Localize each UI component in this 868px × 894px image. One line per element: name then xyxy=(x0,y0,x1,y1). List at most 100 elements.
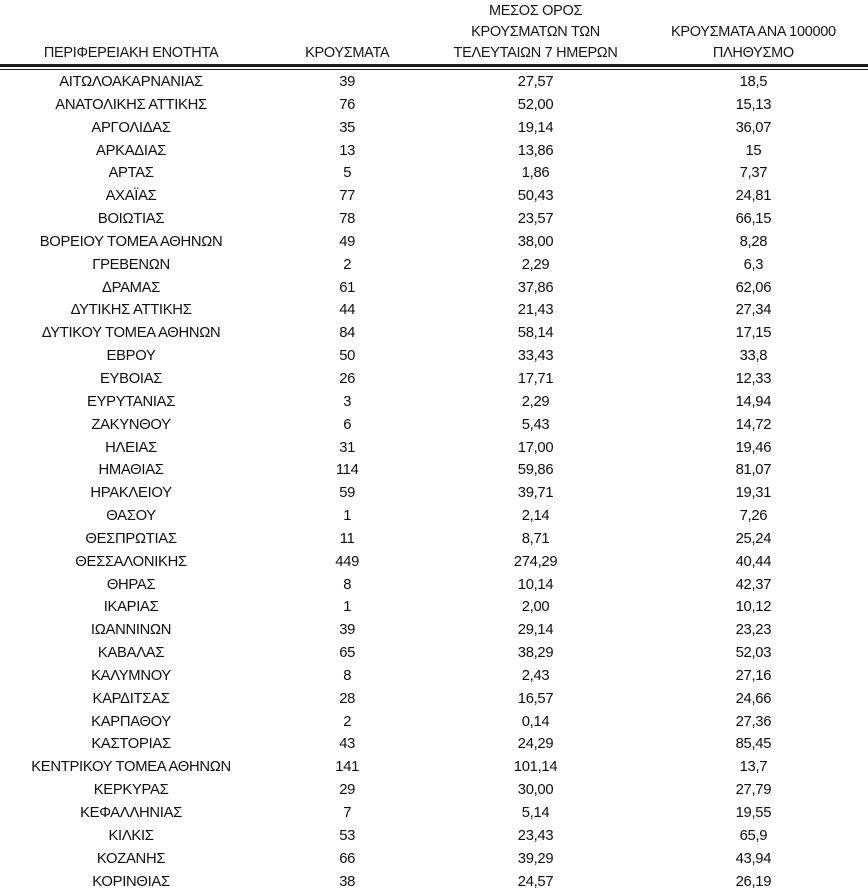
table-row: ΑΧΑΪΑΣ 77 50,43 24,81 xyxy=(0,185,868,208)
region-cell: ΚΟΡΙΝΘΙΑΣ xyxy=(92,873,170,890)
per100k-cell: 40,44 xyxy=(735,553,772,570)
per100k-cell: 62,06 xyxy=(735,279,772,296)
per100k-cell: 27,16 xyxy=(735,667,772,684)
column-header-per100k: ΚΡΟΥΣΜΑΤΑ ΑΝΑ 100000 ΠΛΗΘΥΣΜΟ xyxy=(639,22,868,64)
avg7-cell: 5,43 xyxy=(521,416,550,433)
region-cell: ΚΑΡΠΑΘΟΥ xyxy=(91,713,171,730)
avg7-cell: 1,86 xyxy=(521,165,550,182)
avg7-cell: 2,43 xyxy=(521,667,550,684)
per100k-cell: 36,07 xyxy=(735,119,772,136)
table-row: ΚΑΣΤΟΡΙΑΣ 43 24,29 85,45 xyxy=(0,733,868,756)
cases-cell: 13 xyxy=(339,142,356,159)
cases-cell: 39 xyxy=(339,622,356,639)
cases-cell: 65 xyxy=(339,645,356,662)
cases-cell: 59 xyxy=(339,485,356,502)
cases-cell: 2 xyxy=(343,256,352,273)
avg7-cell: 101,14 xyxy=(513,759,558,776)
table-row: ΔΥΤΙΚΗΣ ΑΤΤΙΚΗΣ 44 21,43 27,34 xyxy=(0,299,868,322)
per100k-cell: 17,15 xyxy=(735,325,772,342)
table-row: ΗΜΑΘΙΑΣ 114 59,86 81,07 xyxy=(0,459,868,482)
per100k-cell: 27,79 xyxy=(735,782,772,799)
region-cell: ΑΧΑΪΑΣ xyxy=(105,188,157,205)
column-header-per100k-line2: ΠΛΗΘΥΣΜΟ xyxy=(712,45,794,61)
avg7-cell: 33,43 xyxy=(517,348,554,365)
cases-cell: 114 xyxy=(335,462,359,479)
cases-cell: 8 xyxy=(343,667,352,684)
table-body: ΑΙΤΩΛΟΑΚΑΡΝΑΝΙΑΣ 39 27,57 18,5 ΑΝΑΤΟΛΙΚΗ… xyxy=(0,71,868,893)
cases-cell: 39 xyxy=(339,74,356,90)
per100k-cell: 26,19 xyxy=(735,873,772,890)
per100k-cell: 66,15 xyxy=(735,211,772,228)
per100k-cell: 43,94 xyxy=(735,850,772,867)
per100k-cell: 6,3 xyxy=(743,256,764,273)
per100k-cell: 7,37 xyxy=(739,165,768,182)
region-cell: ΚΑΡΔΙΤΣΑΣ xyxy=(92,690,170,707)
per100k-cell: 24,81 xyxy=(735,188,772,205)
per100k-cell: 52,03 xyxy=(735,645,772,662)
avg7-cell: 2,29 xyxy=(521,256,550,273)
cases-cell: 449 xyxy=(335,553,360,570)
table-row: ΚΕΦΑΛΛΗΝΙΑΣ 7 5,14 19,55 xyxy=(0,802,868,825)
cases-cell: 26 xyxy=(339,370,356,387)
table-row: ΘΗΡΑΣ 8 10,14 42,37 xyxy=(0,574,868,597)
avg7-cell: 274,29 xyxy=(513,553,558,570)
cases-cell: 7 xyxy=(343,805,352,821)
per100k-cell: 42,37 xyxy=(735,576,772,593)
region-cell: ΕΒΡΟΥ xyxy=(106,348,156,365)
region-cell: ΑΡΚΑΔΙΑΣ xyxy=(96,142,167,159)
table-row: ΚΕΝΤΡΙΚΟΥ ΤΟΜΕΑ ΑΘΗΝΩΝ 141 101,14 13,7 xyxy=(0,756,868,779)
header-divider-thin-line xyxy=(0,69,868,71)
region-cell: ΑΙΤΩΛΟΑΚΑΡΝΑΝΙΑΣ xyxy=(59,74,203,90)
avg7-cell: 17,00 xyxy=(517,439,554,456)
region-cell: ΓΡΕΒΕΝΩΝ xyxy=(92,256,170,273)
per100k-cell: 14,72 xyxy=(735,416,772,433)
avg7-cell: 23,57 xyxy=(517,211,554,228)
cases-cell: 43 xyxy=(339,736,356,753)
table-row: ΕΥΒΟΙΑΣ 26 17,71 12,33 xyxy=(0,368,868,391)
table-row: ΚΙΛΚΙΣ 53 23,43 65,9 xyxy=(0,825,868,848)
cases-cell: 78 xyxy=(339,211,356,228)
cases-cell: 38 xyxy=(339,873,356,890)
cases-cell: 29 xyxy=(339,782,356,799)
table-row: ΒΟΡΕΙΟΥ ΤΟΜΕΑ ΑΘΗΝΩΝ 49 38,00 8,28 xyxy=(0,231,868,254)
region-cell: ΚΕΡΚΥΡΑΣ xyxy=(93,782,169,799)
table-row: ΗΛΕΙΑΣ 31 17,00 19,46 xyxy=(0,437,868,460)
avg7-cell: 2,29 xyxy=(521,393,550,410)
avg7-cell: 38,29 xyxy=(517,645,554,662)
avg7-cell: 2,14 xyxy=(521,508,550,525)
table-row: ΙΚΑΡΙΑΣ 1 2,00 10,12 xyxy=(0,596,868,619)
per100k-cell: 33,8 xyxy=(739,348,768,365)
region-cell: ΔΥΤΙΚΗΣ ΑΤΤΙΚΗΣ xyxy=(70,302,192,319)
avg7-cell: 17,71 xyxy=(517,370,554,387)
table-row: ΚΑΡΠΑΘΟΥ 2 0,14 27,36 xyxy=(0,711,868,734)
cases-cell: 76 xyxy=(339,96,356,113)
per100k-cell: 81,07 xyxy=(735,462,772,479)
column-header-avg7: ΜΕΣΟΣ ΟΡΟΣ ΚΡΟΥΣΜΑΤΩΝ ΤΩΝ ΤΕΛΕΥΤΑΙΩΝ 7 Η… xyxy=(432,1,639,64)
per100k-cell: 19,31 xyxy=(735,485,772,502)
table-row: ΚΟΡΙΝΘΙΑΣ 38 24,57 26,19 xyxy=(0,871,868,894)
table-row: ΑΡΚΑΔΙΑΣ 13 13,86 15 xyxy=(0,140,868,163)
table-row: ΙΩΑΝΝΙΝΩΝ 39 29,14 23,23 xyxy=(0,619,868,642)
region-cell: ΑΡΤΑΣ xyxy=(108,165,154,182)
table-header-row: ΠΕΡΙΦΕΡΕΙΑΚΗ ΕΝΟΤΗΤΑ ΚΡΟΥΣΜΑΤΑ ΜΕΣΟΣ ΟΡΟ… xyxy=(0,0,868,64)
table-row: ΕΒΡΟΥ 50 33,43 33,8 xyxy=(0,345,868,368)
table-row: ΘΕΣΠΡΩΤΙΑΣ 11 8,71 25,24 xyxy=(0,528,868,551)
per100k-cell: 15,13 xyxy=(735,96,772,113)
per100k-cell: 10,12 xyxy=(735,599,772,616)
region-cell: ΘΕΣΣΑΛΟΝΙΚΗΣ xyxy=(75,553,187,570)
region-cell: ΙΚΑΡΙΑΣ xyxy=(103,599,159,616)
table-row: ΕΥΡΥΤΑΝΙΑΣ 3 2,29 14,94 xyxy=(0,391,868,414)
table-row: ΑΙΤΩΛΟΑΚΑΡΝΑΝΙΑΣ 39 27,57 18,5 xyxy=(0,71,868,94)
table-row: ΚΟΖΑΝΗΣ 66 39,29 43,94 xyxy=(0,848,868,871)
region-cell: ΔΥΤΙΚΟΥ ΤΟΜΕΑ ΑΘΗΝΩΝ xyxy=(41,325,221,342)
table-row: ΔΥΤΙΚΟΥ ΤΟΜΕΑ ΑΘΗΝΩΝ 84 58,14 17,15 xyxy=(0,322,868,345)
cases-cell: 11 xyxy=(339,530,355,547)
avg7-cell: 21,43 xyxy=(517,302,554,319)
table-row: ΑΝΑΤΟΛΙΚΗΣ ΑΤΤΙΚΗΣ 76 52,00 15,13 xyxy=(0,94,868,117)
avg7-cell: 27,57 xyxy=(517,74,554,90)
region-cell: ΖΑΚΥΝΘΟΥ xyxy=(91,416,171,433)
column-header-avg7-line2: ΚΡΟΥΣΜΑΤΩΝ ΤΩΝ xyxy=(471,24,600,40)
cases-cell: 31 xyxy=(339,439,356,456)
avg7-cell: 30,00 xyxy=(517,782,554,799)
region-cell: ΚΕΝΤΡΙΚΟΥ ΤΟΜΕΑ ΑΘΗΝΩΝ xyxy=(31,759,231,776)
